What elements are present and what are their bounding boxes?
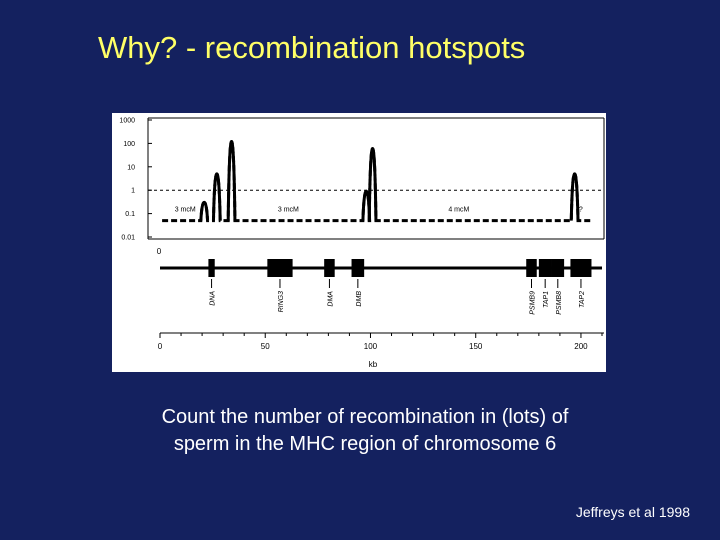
x-tick-label: 100: [364, 342, 378, 351]
gene-label: DMB: [356, 291, 363, 307]
y-tick-label: 100: [123, 141, 135, 148]
hotspot-peak: [569, 172, 580, 221]
hotspot-peak: [367, 147, 378, 221]
gene-map-start-label: 0: [157, 247, 162, 256]
x-tick-label: 200: [574, 342, 588, 351]
gene-label: RING3: [278, 291, 285, 313]
citation: Jeffreys et al 1998: [575, 504, 690, 520]
x-axis-label: kb: [369, 360, 378, 369]
gene-label: PSMB9: [529, 291, 536, 315]
gene-label: TAP2: [579, 291, 586, 308]
caption-line-1: Count the number of recombination in (lo…: [161, 406, 569, 428]
region-label: 3 mcM: [175, 207, 196, 214]
slide-title: Why? - recombination hotspots: [98, 30, 526, 65]
hotspot-peak: [199, 200, 210, 221]
gene-block: [551, 259, 565, 277]
x-tick-label: 0: [158, 342, 163, 351]
hotspot-peak: [226, 140, 237, 221]
gene-label: TAP1: [543, 291, 550, 308]
gene-block: [538, 259, 552, 277]
gene-block: [267, 259, 293, 277]
gene-block: [570, 259, 592, 277]
caption-line-2: sperm in the MHC region of chromosome 6: [173, 433, 557, 455]
y-tick-label: 1: [131, 188, 135, 195]
gene-block: [324, 259, 335, 277]
y-tick-label: 0.1: [125, 211, 135, 218]
gene-block: [351, 259, 365, 277]
y-tick-label: 0.01: [121, 235, 135, 242]
gene-label: DNA: [210, 291, 217, 306]
gene-label: PSMB8: [556, 291, 563, 315]
gene-label: DMA: [327, 291, 334, 307]
y-tick-label: 10: [127, 164, 135, 171]
y-tick-label: 1000: [119, 118, 135, 125]
region-label: ?: [579, 207, 583, 214]
gene-block: [208, 259, 215, 277]
hotspot-peak: [211, 172, 222, 221]
recombination-figure: 0.01 0.1 1 10 100 1000 3 mcM 3 mcM 4 mcM? 0 DNA…: [112, 113, 606, 372]
x-tick-label: 150: [469, 342, 483, 351]
recombination-profile-line: [162, 140, 592, 223]
slide-caption: Count the number of recombination in (lo…: [100, 404, 630, 458]
gene-block: [526, 259, 537, 277]
region-label: 4 mcM: [448, 207, 469, 214]
region-label: 3 mcM: [278, 207, 299, 214]
x-tick-label: 50: [261, 342, 270, 351]
